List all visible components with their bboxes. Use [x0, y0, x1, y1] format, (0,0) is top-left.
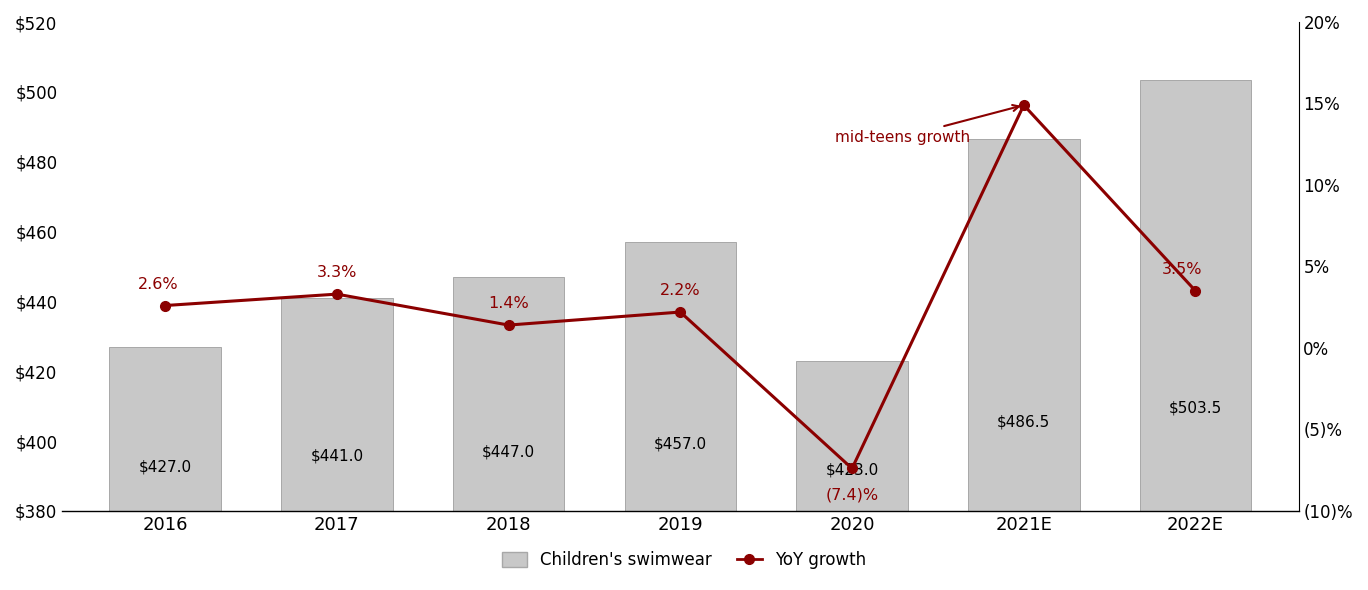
Text: 3.5%: 3.5% [1161, 262, 1202, 277]
Bar [109, 347, 222, 511]
Bar [453, 277, 565, 511]
Text: 2.2%: 2.2% [659, 283, 700, 298]
Text: $423.0: $423.0 [825, 463, 878, 478]
Bar [796, 360, 908, 511]
Text: 2.6%: 2.6% [138, 277, 178, 291]
Bar [625, 242, 736, 511]
Bar [1140, 80, 1252, 511]
Bar [280, 298, 393, 511]
Legend: Children's swimwear, YoY growth: Children's swimwear, YoY growth [495, 545, 873, 576]
Text: $486.5: $486.5 [997, 414, 1051, 429]
Text: mid-teens growth: mid-teens growth [834, 105, 1019, 145]
Text: $427.0: $427.0 [138, 460, 192, 475]
Bar [969, 139, 1079, 511]
Text: (7.4)%: (7.4)% [825, 488, 878, 503]
Text: $457.0: $457.0 [654, 437, 707, 452]
Text: $441.0: $441.0 [311, 449, 364, 464]
Text: $447.0: $447.0 [482, 444, 535, 460]
Text: 1.4%: 1.4% [488, 296, 529, 311]
Text: 3.3%: 3.3% [316, 266, 357, 280]
Text: $503.5: $503.5 [1168, 401, 1222, 416]
